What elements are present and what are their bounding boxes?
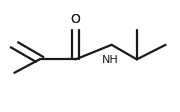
Text: O: O	[71, 13, 80, 26]
Text: NH: NH	[102, 55, 119, 65]
Text: O: O	[71, 13, 80, 26]
